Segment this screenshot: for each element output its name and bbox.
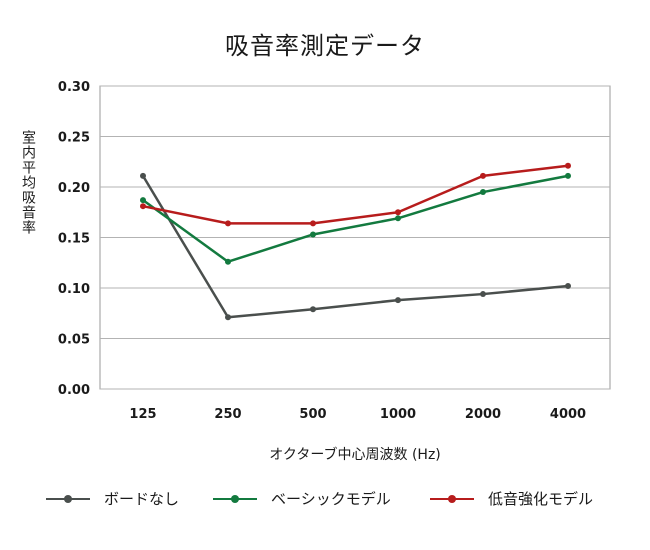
data-point <box>565 162 571 169</box>
data-point <box>140 203 146 210</box>
data-point <box>310 306 316 313</box>
x-tick-label: 2000 <box>465 407 501 422</box>
x-tick-label: 250 <box>214 407 241 422</box>
series-line <box>141 175 569 319</box>
y-axis-label: 室内平均吸音率 <box>20 130 36 235</box>
x-tick-label: 500 <box>299 407 326 422</box>
legend-item: 低音強化モデル <box>430 488 593 509</box>
data-point <box>225 314 231 321</box>
data-point <box>310 231 316 238</box>
x-tick-label: 125 <box>129 407 156 422</box>
x-tick-label: 4000 <box>550 407 586 422</box>
y-tick-label: 0.20 <box>58 181 90 196</box>
legend-label: 低音強化モデル <box>488 490 594 508</box>
data-point <box>225 258 231 265</box>
y-tick-label: 0.30 <box>58 80 90 95</box>
data-point <box>480 291 486 298</box>
data-point <box>140 172 146 179</box>
data-point <box>565 282 571 289</box>
legend-label: ボードなし <box>104 490 180 508</box>
data-point <box>395 209 401 216</box>
y-tick-label: 0.15 <box>58 232 90 247</box>
series-line <box>142 174 569 263</box>
data-point <box>565 172 571 179</box>
data-point <box>480 189 486 196</box>
legend-swatch <box>46 492 90 506</box>
data-point <box>395 297 401 304</box>
legend-item: ボードなし <box>46 488 179 509</box>
y-tick-label: 0.00 <box>58 383 90 398</box>
data-point <box>225 220 231 227</box>
y-tick-label: 0.05 <box>58 333 90 348</box>
chart-title: 吸音率測定データ <box>225 32 425 60</box>
x-tick-label: 1000 <box>380 407 416 422</box>
y-tick-label: 0.10 <box>58 282 90 297</box>
data-point <box>480 172 486 179</box>
legend-label: ベーシックモデル <box>271 490 391 508</box>
y-tick-label: 0.25 <box>58 131 90 146</box>
data-point <box>310 220 316 227</box>
x-axis-label: オクターブ中心周波数 (Hz) <box>269 447 441 463</box>
data-point <box>140 197 146 204</box>
legend-swatch <box>430 492 474 506</box>
legend-swatch <box>213 492 257 506</box>
data-point <box>395 215 401 222</box>
legend-item: ベーシックモデル <box>213 488 391 509</box>
legend: ボードなし ベーシックモデル 低音強化モデル <box>0 488 650 518</box>
series-line <box>142 164 569 225</box>
